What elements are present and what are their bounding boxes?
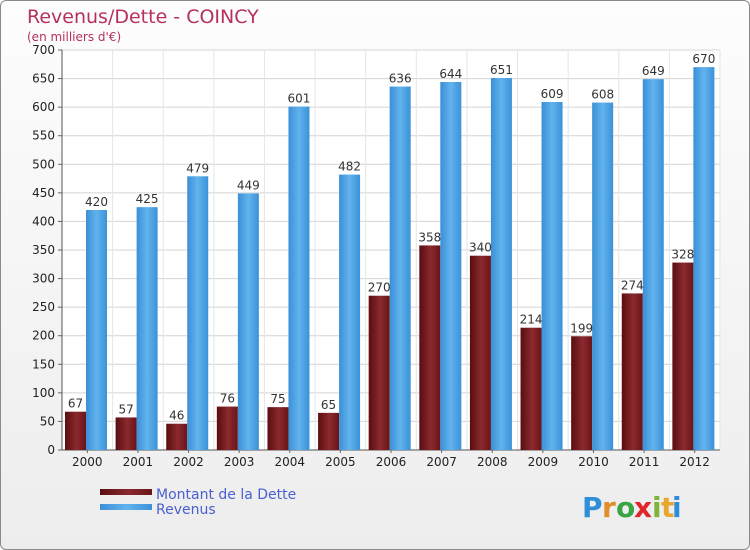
data-label-dette: 340	[469, 241, 492, 255]
bar-revenus	[490, 78, 512, 450]
bar-dette	[419, 245, 441, 450]
x-tick-label: 2002	[173, 455, 204, 469]
data-label-dette: 199	[570, 321, 593, 335]
x-tick-label: 2007	[426, 455, 457, 469]
data-label-dette: 46	[169, 409, 184, 423]
bar-revenus	[440, 82, 462, 450]
bar-revenus	[389, 86, 411, 451]
data-label-revenus: 651	[490, 63, 513, 77]
bar-dette	[318, 412, 340, 450]
x-tick-label: 2005	[325, 455, 356, 469]
bar-dette	[571, 336, 593, 450]
x-tick-label: 2003	[224, 455, 255, 469]
bar-revenus	[237, 193, 259, 450]
x-tick-label: 2009	[528, 455, 559, 469]
data-label-revenus: 425	[136, 192, 159, 206]
logo-letter: P	[582, 491, 603, 524]
bar-revenus	[187, 176, 209, 451]
data-label-revenus: 482	[338, 160, 361, 174]
bar-dette	[216, 406, 238, 450]
bar-dette	[368, 295, 390, 450]
data-label-dette: 274	[621, 278, 644, 292]
bar-dette	[520, 327, 542, 450]
bar-revenus	[693, 67, 715, 451]
y-tick-label: 450	[32, 186, 55, 200]
y-tick-label: 200	[32, 329, 55, 343]
bar-dette	[166, 423, 188, 450]
data-label-revenus: 601	[288, 92, 311, 106]
data-label-dette: 214	[520, 313, 543, 327]
data-label-dette: 65	[321, 398, 336, 412]
data-label-revenus: 608	[591, 88, 614, 102]
bar-revenus	[288, 106, 310, 451]
data-label-revenus: 649	[642, 64, 665, 78]
logo-letter: x	[634, 491, 652, 524]
data-label-dette: 67	[68, 397, 83, 411]
y-tick-label: 350	[32, 243, 55, 257]
bar-dette	[469, 255, 491, 450]
bar-revenus	[339, 174, 361, 451]
bar-dette	[267, 407, 289, 450]
x-tick-label: 2008	[477, 455, 508, 469]
y-tick-label: 300	[32, 272, 55, 286]
logo-letter: o	[616, 491, 635, 524]
x-tick-label: 2000	[72, 455, 103, 469]
legend-swatch-debt	[100, 489, 152, 495]
legend-label-revenus: Revenus	[156, 502, 216, 518]
data-label-revenus: 670	[692, 52, 715, 66]
y-tick-label: 0	[47, 443, 55, 457]
bar-revenus	[642, 79, 664, 451]
x-tick-label: 2006	[376, 455, 407, 469]
data-label-dette: 57	[118, 402, 133, 416]
y-tick-label: 400	[32, 214, 55, 228]
data-label-revenus: 479	[186, 161, 209, 175]
data-label-revenus: 636	[389, 72, 412, 86]
x-tick-label: 2012	[679, 455, 710, 469]
data-label-dette: 270	[368, 281, 391, 295]
logo-letter: r	[602, 491, 616, 524]
data-label-dette: 75	[270, 392, 285, 406]
legend-swatch-revenus	[100, 504, 152, 510]
bar-revenus	[136, 207, 158, 450]
bar-revenus	[86, 210, 107, 450]
bar-dette	[65, 411, 86, 450]
bar-dette	[672, 262, 694, 450]
bar-revenus	[592, 102, 614, 451]
y-tick-label: 50	[40, 414, 55, 428]
data-label-dette: 328	[671, 248, 694, 262]
y-tick-label: 600	[32, 100, 55, 114]
data-label-revenus: 609	[541, 87, 564, 101]
y-tick-label: 700	[32, 43, 55, 57]
y-tick-label: 550	[32, 129, 55, 143]
data-label-revenus: 449	[237, 178, 260, 192]
legend-label-debt: Montant de la Dette	[156, 487, 296, 503]
x-tick-label: 2001	[123, 455, 154, 469]
data-label-revenus: 420	[85, 195, 108, 209]
data-label-revenus: 644	[439, 67, 462, 81]
data-label-dette: 76	[220, 392, 235, 406]
bar-revenus	[541, 102, 563, 450]
bar-dette	[115, 417, 137, 450]
x-tick-label: 2004	[274, 455, 305, 469]
y-tick-label: 250	[32, 300, 55, 314]
chart-title: Revenus/Dette - COINCY	[27, 6, 259, 28]
y-tick-label: 500	[32, 157, 55, 171]
bar-dette	[621, 293, 643, 450]
logo-letter: i	[652, 491, 662, 524]
logo-letter: i	[672, 491, 682, 524]
x-tick-label: 2011	[629, 455, 660, 469]
y-tick-label: 650	[32, 72, 55, 86]
y-tick-label: 150	[32, 357, 55, 371]
y-tick-label: 100	[32, 386, 55, 400]
x-tick-label: 2010	[578, 455, 609, 469]
logo-letter: t	[661, 491, 674, 524]
chart-subtitle: (en milliers d'€)	[27, 30, 121, 44]
data-label-dette: 358	[418, 230, 441, 244]
